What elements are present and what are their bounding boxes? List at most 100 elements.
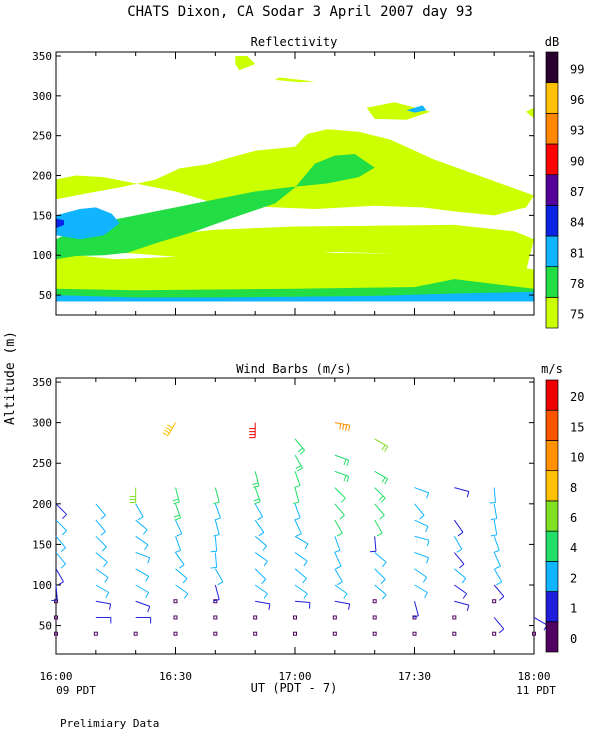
wind-barb — [95, 600, 112, 610]
barb-feather — [263, 560, 268, 567]
wind-barb — [294, 454, 303, 472]
barb-shaft — [135, 600, 150, 607]
barb-feather — [302, 578, 307, 584]
colorbar-label: 75 — [570, 308, 584, 322]
reflectivity-y-axis: 50 100 150 200 250 300 350 — [32, 50, 534, 302]
barb-feather — [343, 459, 347, 466]
calm-marker — [253, 631, 258, 636]
barb-feather — [258, 531, 265, 537]
wind-barb — [172, 487, 180, 505]
barb-shaft — [414, 535, 430, 541]
barb-shaft — [135, 552, 150, 559]
colorbar-swatch — [545, 621, 559, 653]
barb-feather — [308, 602, 311, 609]
barb-shaft — [214, 487, 220, 503]
barb-shaft — [493, 487, 496, 503]
barb-shaft — [294, 584, 308, 595]
wind-barb — [489, 487, 496, 504]
wind-barb — [453, 536, 463, 553]
barb-feather — [379, 514, 385, 520]
colorbar-label: 93 — [570, 124, 584, 138]
x-tick-label: 16:30 — [159, 670, 192, 683]
wind-barb — [254, 584, 268, 599]
barb-feather — [384, 478, 389, 485]
calm-marker — [372, 615, 377, 620]
wind-barbs-y-axis: 50 100 150 200 250 300 350 — [32, 376, 534, 633]
colorbar-label: 84 — [570, 216, 584, 230]
contour-81db — [56, 207, 120, 240]
wind-barb — [214, 568, 224, 586]
colorbar-swatch — [545, 470, 559, 502]
barb-feather — [336, 532, 343, 537]
barb-shaft — [414, 601, 419, 616]
barb-feather — [348, 425, 351, 432]
barb-shaft — [175, 519, 183, 534]
wind-barb — [175, 519, 183, 537]
wind-barbs-frame — [55, 377, 535, 655]
barb-feather — [336, 581, 343, 586]
wind-barb — [334, 470, 350, 483]
barb-feather — [381, 444, 386, 451]
barb-feather — [162, 432, 169, 437]
barb-feather — [173, 501, 180, 505]
barb-feather — [348, 603, 351, 610]
wind-barb — [294, 535, 309, 550]
barb-feather — [343, 475, 347, 482]
wind-barb — [294, 471, 301, 488]
wind-barb — [213, 487, 220, 505]
barb-feather — [378, 495, 384, 501]
barb-shaft — [374, 503, 385, 516]
wind-barb — [334, 454, 350, 467]
barb-feather — [466, 491, 470, 498]
wind-barb — [374, 584, 387, 600]
wind-colorbar: 0 1 2 4 6 8 10 15 20 — [545, 379, 584, 653]
barb-feather — [254, 501, 261, 505]
barb-shaft — [374, 438, 388, 447]
calm-marker — [492, 599, 497, 604]
barb-feather — [339, 514, 345, 520]
barb-feather — [210, 550, 217, 553]
reflectivity-x-axis — [55, 52, 535, 315]
barb-feather — [145, 592, 150, 598]
barb-feather — [62, 530, 67, 536]
barb-shaft — [414, 519, 429, 527]
wind-barbs — [51, 422, 548, 636]
y-tick-label: 100 — [32, 579, 52, 592]
calm-marker — [532, 631, 536, 636]
barb-feather — [303, 560, 308, 567]
barb-shaft — [414, 487, 429, 494]
barb-shaft — [294, 519, 302, 534]
barb-feather — [303, 593, 308, 599]
barb-shaft — [95, 503, 106, 516]
wind-barb — [414, 584, 428, 598]
barb-feather — [426, 557, 430, 564]
barb-feather — [489, 502, 496, 504]
colorbar-swatch — [545, 591, 559, 623]
barb-shaft — [493, 503, 498, 519]
barb-shaft — [493, 536, 500, 551]
barb-feather — [381, 477, 386, 483]
calm-marker — [293, 631, 297, 636]
barb-feather — [292, 501, 300, 505]
barb-feather — [456, 548, 463, 553]
contour-81db — [406, 105, 427, 113]
wind-barbs-title: Wind Barbs (m/s) — [236, 362, 352, 376]
barb-shaft — [294, 600, 310, 604]
wind-barb — [294, 503, 301, 521]
colorbar-swatch — [545, 204, 559, 237]
y-axis-label: Altitude (m) — [3, 331, 18, 425]
barb-feather — [51, 599, 58, 601]
colorbar-swatch — [545, 174, 559, 206]
colorbar-label: 20 — [570, 390, 584, 404]
barb-shaft — [95, 568, 109, 578]
calm-marker — [93, 631, 98, 636]
barb-feather — [380, 579, 386, 584]
barb-shaft — [493, 617, 505, 630]
barb-feather — [376, 532, 383, 537]
wind-barb — [454, 600, 470, 612]
barb-feather — [62, 514, 67, 520]
barb-feather — [167, 424, 173, 429]
barb-shaft — [175, 584, 189, 595]
barb-shaft — [214, 536, 218, 552]
barb-feather — [425, 526, 429, 533]
